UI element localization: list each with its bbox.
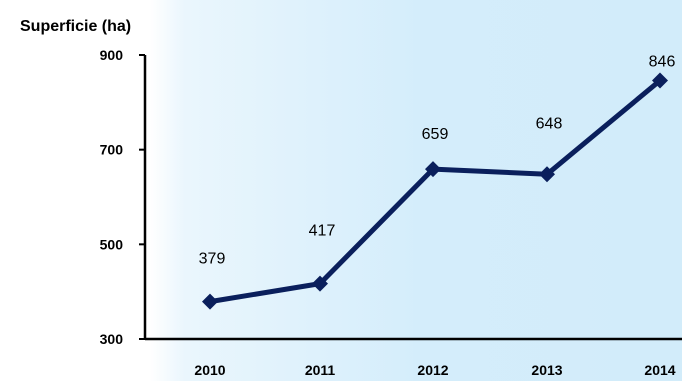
x-tick-labels: 2010 2011 2012 2013 2014 — [194, 362, 675, 378]
y-tick-label: 300 — [100, 331, 124, 347]
series-polyline — [209, 78, 662, 305]
y-axis-title: Superficie (ha) — [20, 18, 131, 35]
data-label: 417 — [309, 223, 336, 240]
x-tick-label: 2014 — [644, 362, 675, 378]
series-line — [202, 72, 668, 310]
data-label: 846 — [649, 54, 676, 71]
data-point-marker — [539, 166, 555, 183]
data-label: 648 — [536, 115, 563, 132]
data-point-marker — [202, 293, 218, 310]
x-tick-label: 2012 — [417, 362, 448, 378]
y-tick-label: 900 — [100, 47, 124, 63]
data-point-marker — [425, 161, 441, 178]
axes — [139, 54, 682, 341]
data-label: 659 — [422, 126, 449, 143]
data-label: 379 — [199, 251, 226, 268]
data-point-marker — [312, 275, 328, 292]
data-point-marker — [652, 72, 668, 89]
x-tick-label: 2011 — [305, 362, 336, 378]
x-tick-label: 2010 — [194, 362, 225, 378]
data-labels: 379 417 659 648 846 — [199, 54, 676, 268]
x-tick-label: 2013 — [531, 362, 562, 378]
y-tick-labels: 300 500 700 900 — [100, 47, 124, 347]
y-tick-label: 500 — [100, 236, 124, 252]
y-tick-label: 700 — [100, 142, 124, 158]
